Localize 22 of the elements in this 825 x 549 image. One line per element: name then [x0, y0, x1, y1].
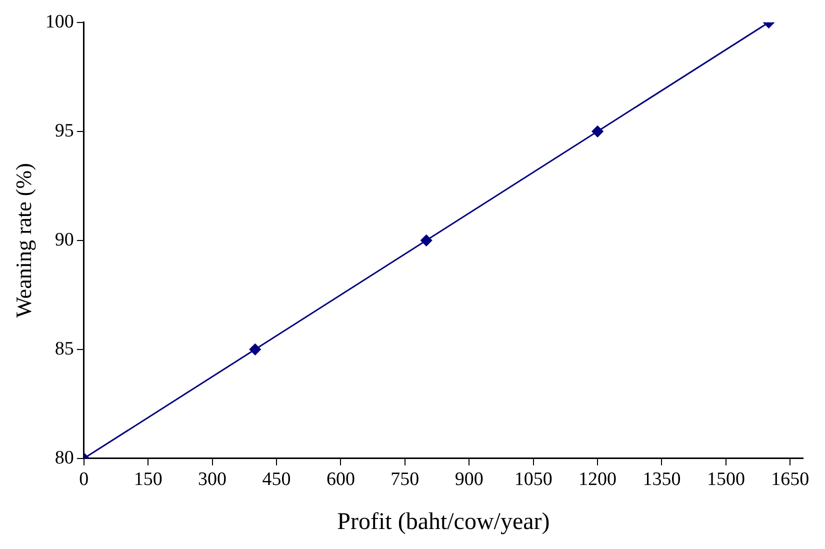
x-tick-label: 450 [262, 468, 291, 490]
x-tick-label: 1200 [578, 468, 617, 490]
y-tick-label: 100 [45, 11, 74, 32]
x-tick-label: 1650 [771, 468, 810, 490]
x-tick-label: 900 [454, 468, 484, 490]
x-tick-label: 0 [79, 468, 89, 490]
x-tick-label: 1050 [514, 468, 552, 490]
x-axis-title: Profit (baht/cow/year) [337, 508, 550, 535]
x-tick-label: 150 [134, 468, 162, 490]
y-tick-label: 85 [54, 338, 74, 360]
point [592, 126, 604, 138]
x-tick-label: 750 [390, 468, 420, 490]
x-tick-label: 300 [198, 468, 227, 490]
x-tick-label: 1500 [706, 468, 745, 490]
point [420, 234, 432, 246]
y-axis-title: Weaning rate (%) [10, 163, 36, 318]
point [249, 344, 261, 356]
y-tick-label: 90 [54, 229, 74, 250]
y-tick-label: 80 [54, 447, 74, 468]
x-tick-label: 1350 [642, 468, 681, 490]
y-tick-label: 95 [54, 120, 74, 142]
x-tick-label: 600 [326, 468, 355, 490]
